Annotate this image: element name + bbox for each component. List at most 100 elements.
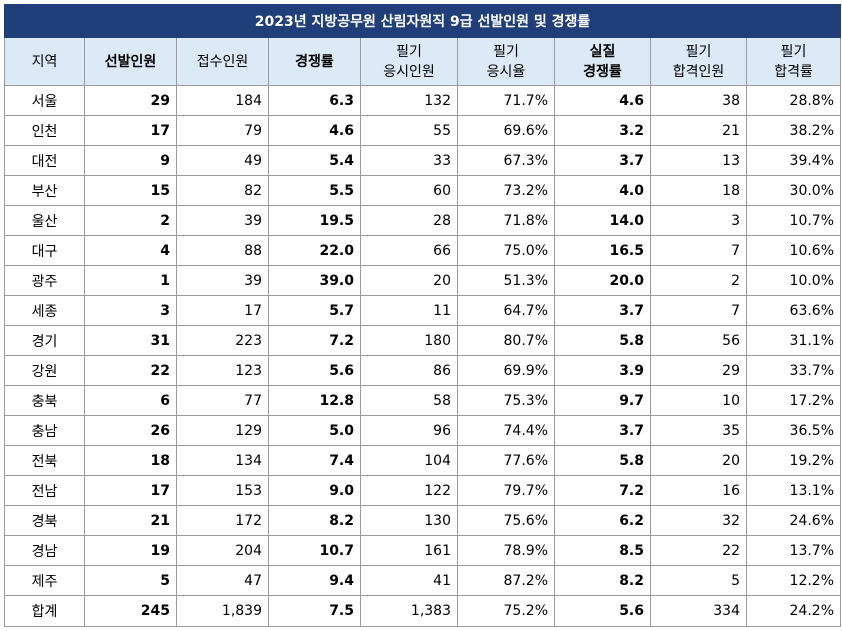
table-cell: 132 (360, 85, 458, 116)
table-cell: 6.2 (554, 505, 651, 536)
table-cell: 63.6% (745, 295, 842, 326)
table-cell: 79.7% (457, 475, 555, 506)
column-header-line: 합격률 (774, 63, 813, 80)
region-cell: 경북 (4, 505, 85, 536)
column-header-line: 필기 (396, 43, 422, 60)
table-cell: 47 (176, 565, 269, 596)
table-cell: 1 (84, 265, 177, 296)
header-row: 지역 선발인원 접수인원 경쟁률 필기 응시인원 필기 응시율 실질 경쟁률 필기 합격인원 필기 합격률 (4, 37, 842, 86)
table-row: 충남 26 129 5.0 96 74.4% 3.7 35 36.5% (4, 415, 842, 446)
table-cell: 88 (176, 235, 269, 266)
table-cell: 86 (360, 355, 458, 386)
table-cell: 5 (650, 565, 747, 596)
table-cell: 96 (360, 415, 458, 446)
column-header-line: 응시인원 (383, 63, 435, 80)
table-cell: 6.3 (268, 85, 361, 116)
table-cell: 5.6 (268, 355, 361, 386)
region-cell: 합계 (4, 595, 85, 627)
table-cell: 5.8 (554, 445, 651, 476)
table-cell: 22.0 (268, 235, 361, 266)
table-cell: 71.8% (457, 205, 555, 236)
table-row: 경남 19 204 10.7 161 78.9% 8.5 22 13.7% (4, 535, 842, 566)
region-cell: 제주 (4, 565, 85, 596)
table-cell: 4.0 (554, 175, 651, 206)
table-cell: 8.2 (554, 565, 651, 596)
table-cell: 4.6 (554, 85, 651, 116)
table-cell: 6 (84, 385, 177, 416)
table-cell: 3.7 (554, 295, 651, 326)
table-cell: 21 (84, 505, 177, 536)
column-header-line: 경쟁률 (583, 63, 622, 80)
table-cell: 5.4 (268, 145, 361, 176)
table-cell: 5 (84, 565, 177, 596)
column-header-line: 필기 (493, 43, 519, 60)
column-header-line: 필기 (685, 43, 712, 60)
table-cell: 30.0% (745, 175, 842, 206)
table-cell: 334 (650, 595, 747, 627)
table-row: 부산 15 82 5.5 60 73.2% 4.0 18 30.0% (4, 175, 842, 206)
table-cell: 12.8 (268, 385, 361, 416)
table-cell: 104 (360, 445, 458, 476)
table-cell: 75.3% (457, 385, 555, 416)
table-row: 대전 9 49 5.4 33 67.3% 3.7 13 39.4% (4, 145, 842, 176)
table-cell: 7 (650, 295, 747, 326)
table-cell: 123 (176, 355, 269, 386)
region-cell: 충남 (4, 415, 85, 446)
region-cell: 부산 (4, 175, 85, 206)
table-cell: 13.7% (745, 535, 842, 566)
table-cell: 64.7% (457, 295, 555, 326)
table-cell: 12.2% (745, 565, 842, 596)
table-cell: 79 (176, 115, 269, 146)
column-header: 필기 합격인원 (650, 37, 747, 86)
table-cell: 5.5 (268, 175, 361, 206)
table-cell: 87.2% (457, 565, 555, 596)
recruitment-table: 2023년 지방공무원 산림자원직 9급 선발인원 및 경쟁률 지역 선발인원 접수… (3, 4, 842, 627)
table-cell: 28 (360, 205, 458, 236)
table-row: 광주 1 39 39.0 20 51.3% 20.0 2 10.0% (4, 265, 842, 296)
table-cell: 129 (176, 415, 269, 446)
table-cell: 75.6% (457, 505, 555, 536)
table-cell: 33.7% (745, 355, 842, 386)
table-cell: 4 (84, 235, 177, 266)
table-cell: 17 (84, 475, 177, 506)
table-container: 2023년 지방공무원 산림자원직 9급 선발인원 및 경쟁률 지역 선발인원 접수… (3, 4, 842, 627)
table-cell: 39.4% (745, 145, 842, 176)
table-cell: 172 (176, 505, 269, 536)
table-cell: 58 (360, 385, 458, 416)
table-cell: 204 (176, 535, 269, 566)
region-cell: 광주 (4, 265, 85, 296)
table-row: 경기 31 223 7.2 180 80.7% 5.8 56 31.1% (4, 325, 842, 356)
table-cell: 78.9% (457, 535, 555, 566)
table-cell: 13 (650, 145, 747, 176)
table-cell: 7.5 (268, 595, 361, 627)
table-cell: 19.5 (268, 205, 361, 236)
column-header-line: 응시율 (486, 63, 526, 80)
table-cell: 38.2% (745, 115, 842, 146)
table-cell: 75.0% (457, 235, 555, 266)
table-cell: 9.7 (554, 385, 651, 416)
table-cell: 7.2 (268, 325, 361, 356)
column-header-line: 경쟁률 (295, 53, 334, 70)
table-cell: 15 (84, 175, 177, 206)
table-row: 경북 21 172 8.2 130 75.6% 6.2 32 24.6% (4, 505, 842, 536)
region-cell: 경기 (4, 325, 85, 356)
table-cell: 16.5 (554, 235, 651, 266)
table-cell: 10.6% (745, 235, 842, 266)
column-header-line: 선발인원 (104, 53, 157, 70)
table-cell: 18 (84, 445, 177, 476)
region-cell: 전북 (4, 445, 85, 476)
table-cell: 153 (176, 475, 269, 506)
table-cell: 9.0 (268, 475, 361, 506)
table-cell: 31.1% (745, 325, 842, 356)
table-cell: 3.7 (554, 415, 651, 446)
table-cell: 122 (360, 475, 458, 506)
table-cell: 9.4 (268, 565, 361, 596)
table-row: 전북 18 134 7.4 104 77.6% 5.8 20 19.2% (4, 445, 842, 476)
column-header-line: 필기 (780, 43, 807, 60)
table-cell: 51.3% (457, 265, 555, 296)
column-header: 선발인원 (84, 37, 177, 86)
table-cell: 3 (84, 295, 177, 326)
table-cell: 13.1% (745, 475, 842, 506)
table-cell: 35 (650, 415, 747, 446)
